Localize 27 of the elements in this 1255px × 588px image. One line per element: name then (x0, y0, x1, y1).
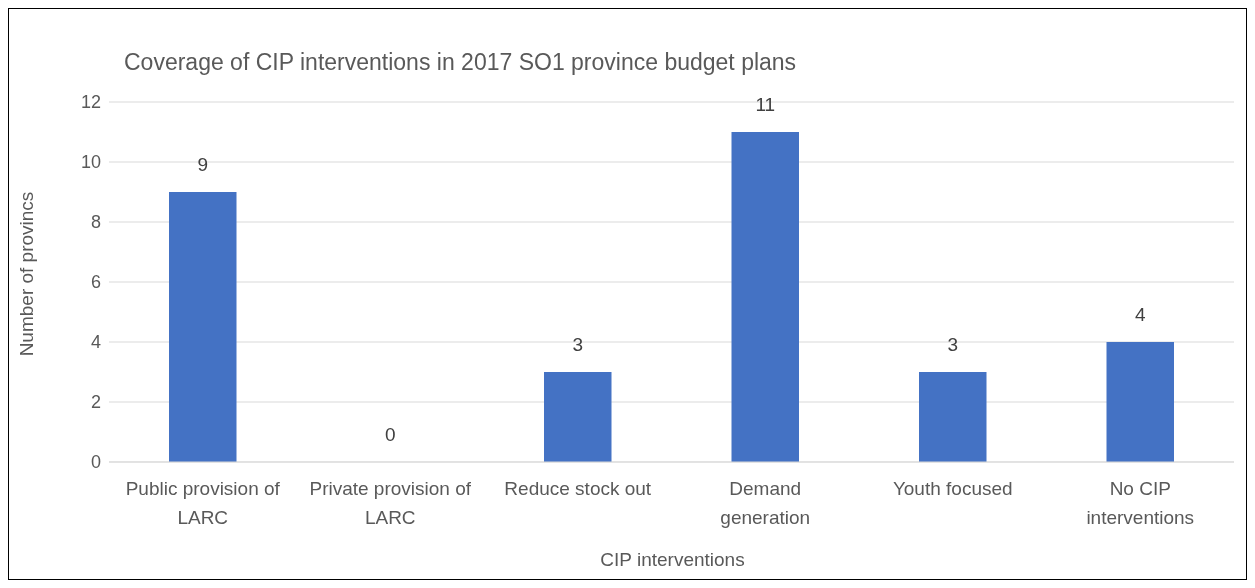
bar (919, 372, 987, 462)
bar (169, 192, 237, 462)
data-label: 4 (1133, 304, 1147, 326)
chart-title: Coverage of CIP interventions in 2017 SO1 province budget plans (124, 49, 797, 76)
y-tick-label: 10 (80, 152, 101, 173)
x-tick-label: No CIP interventions (1085, 477, 1196, 530)
y-tick-label: 12 (80, 92, 101, 113)
bar (1106, 342, 1174, 462)
bar (731, 132, 799, 462)
data-label: 0 (383, 424, 397, 446)
x-axis-title: CIP interventions (599, 549, 746, 571)
y-tick-label: 0 (90, 452, 101, 473)
data-label: 9 (196, 154, 210, 176)
y-tick-label: 2 (90, 392, 101, 413)
bar (544, 372, 612, 462)
y-tick-label: 6 (90, 272, 101, 293)
y-tick-label: 4 (90, 332, 101, 353)
x-tick-label: Public provision of LARC (124, 477, 281, 530)
x-tick-label: Youth focused (891, 477, 1014, 501)
x-tick-label: Reduce stock out (503, 477, 653, 501)
data-label: 3 (946, 334, 960, 356)
y-tick-label: 8 (90, 212, 101, 233)
y-axis-title: Number of provincs (16, 191, 38, 357)
data-label: 11 (754, 94, 777, 116)
data-label: 3 (571, 334, 585, 356)
x-tick-label: Private provision of LARC (309, 477, 472, 530)
x-tick-label: Demand generation (719, 477, 812, 530)
